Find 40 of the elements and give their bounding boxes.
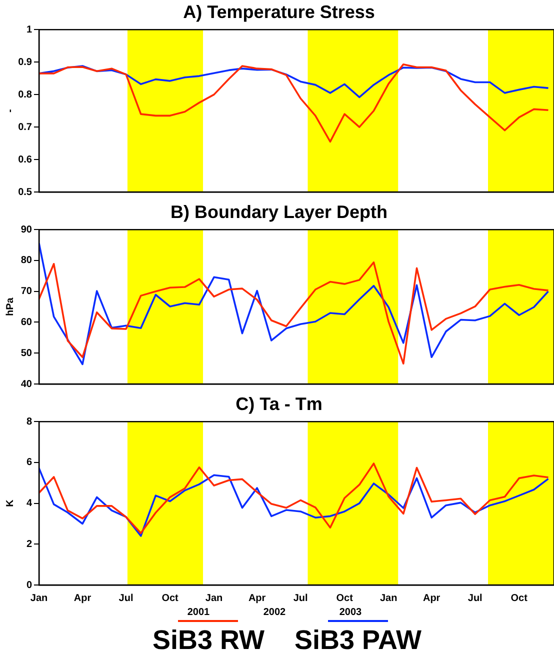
y-tick-label: 6 xyxy=(26,457,32,468)
x-tick-label: Jan xyxy=(205,592,223,604)
x-tick-label: Oct xyxy=(336,592,354,604)
x-tick-label: Jan xyxy=(30,592,48,604)
y-tick-label: 0.6 xyxy=(18,154,32,166)
y-tick-label: 0.8 xyxy=(18,89,32,100)
y-tick-label: 80 xyxy=(20,255,32,266)
x-tick-label: Jul xyxy=(468,592,483,604)
legend-label: SiB3 RW xyxy=(152,625,264,655)
x-tick-label: Jul xyxy=(293,592,308,604)
y-tick-label: 0 xyxy=(26,580,32,591)
y-tick-label: 0.7 xyxy=(18,122,32,133)
y-tick-label: 90 xyxy=(20,224,32,236)
y-axis-title: K xyxy=(4,498,16,507)
y-axis-title: hPa xyxy=(4,297,16,316)
x-tick-label: Apr xyxy=(74,592,92,604)
y-tick-label: 0.9 xyxy=(18,56,32,68)
y-tick-label: 2 xyxy=(26,538,32,550)
x-tick-label: Jan xyxy=(380,592,398,604)
y-tick-label: 40 xyxy=(20,378,32,390)
y-axis-title: - xyxy=(4,109,16,112)
chart-title: B) Boundary Layer Depth xyxy=(170,202,388,222)
text: 2001 xyxy=(187,606,210,618)
y-tick-label: 8 xyxy=(26,416,32,428)
x-tick-label: Oct xyxy=(510,592,528,604)
y-tick-label: 70 xyxy=(20,286,32,298)
text: 2003 xyxy=(339,606,362,618)
x-tick-label: Apr xyxy=(248,592,266,604)
y-tick-label: 50 xyxy=(20,348,32,359)
text: 2002 xyxy=(263,606,286,618)
legend-label: SiB3 PAW xyxy=(294,625,422,655)
chart-title: C) Ta - Tm xyxy=(236,394,322,414)
y-tick-label: 0.5 xyxy=(18,186,32,198)
x-tick-label: Apr xyxy=(422,592,440,604)
x-tick-label: Oct xyxy=(162,592,180,604)
chart-title: A) Temperature Stress xyxy=(183,2,375,22)
y-tick-label: 1 xyxy=(26,24,32,36)
y-tick-label: 60 xyxy=(20,316,32,328)
y-tick-label: 4 xyxy=(26,498,32,510)
x-tick-label: Jul xyxy=(118,592,134,604)
